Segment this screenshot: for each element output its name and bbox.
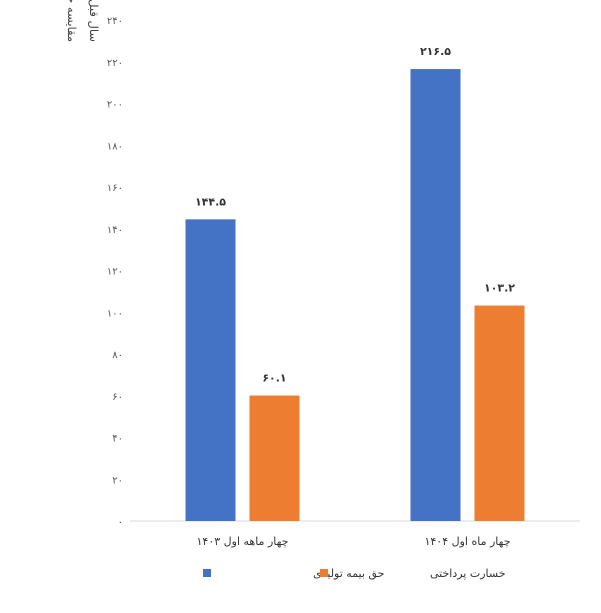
legend-label: خسارت پرداختی: [430, 567, 506, 580]
y-axis-title-line: سال قبل - هست: [87, 0, 101, 42]
data-label: ۲۱۶.۵: [420, 45, 451, 58]
y-tick-label: ۲۰: [112, 475, 123, 486]
y-tick-label: ۲۰۰: [107, 100, 123, 111]
y-tick-label: ۱۸۰: [107, 141, 123, 152]
y-tick-label: ۸۰: [112, 350, 123, 361]
data-labels: ۱۴۴.۵ ۶۰.۱ ۲۱۶.۵ ۱۰۳.۲: [195, 45, 515, 384]
y-tick-label: ۱۶۰: [107, 183, 123, 194]
y-tick-label: ۱۴۰: [107, 225, 123, 236]
y-tick-label: ۲۲۰: [107, 58, 123, 69]
y-tick-label: ۲۴۰: [107, 16, 123, 27]
y-tick-label: ۶۰: [112, 392, 123, 403]
y-tick-label: ۱۰۰: [107, 308, 123, 319]
bar: [410, 69, 461, 522]
y-tick-label: ۴۰: [112, 434, 123, 445]
legend-swatch: [203, 569, 211, 577]
bar: [185, 219, 236, 521]
data-label: ۱۰۳.۲: [484, 282, 515, 295]
x-category-label: چهار ماهه اول ۱۴۰۳: [197, 535, 289, 548]
bars: [185, 69, 525, 522]
legend: حق بیمه تولیدی خسارت پرداختی: [203, 567, 506, 581]
x-axis-categories: چهار ماهه اول ۱۴۰۳ چهار ماه اول ۱۴۰۴: [197, 535, 511, 548]
legend-label: حق بیمه تولیدی: [313, 567, 384, 581]
y-tick-label: ۱۲۰: [107, 267, 123, 278]
x-category-label: چهار ماه اول ۱۴۰۴: [424, 535, 510, 548]
data-label: ۶۰.۱: [262, 372, 286, 385]
bar: [249, 395, 300, 521]
bar: [474, 305, 525, 521]
y-axis-title-line: مقایسه حق بیمه تولیدی و خسارت پرداختی در…: [64, 0, 79, 42]
y-tick-label: ۰: [118, 517, 123, 528]
legend-swatch: [320, 569, 328, 577]
y-axis-title: مقایسه حق بیمه تولیدی و خسارت پرداختی در…: [64, 0, 101, 42]
data-label: ۱۴۴.۵: [195, 195, 226, 208]
